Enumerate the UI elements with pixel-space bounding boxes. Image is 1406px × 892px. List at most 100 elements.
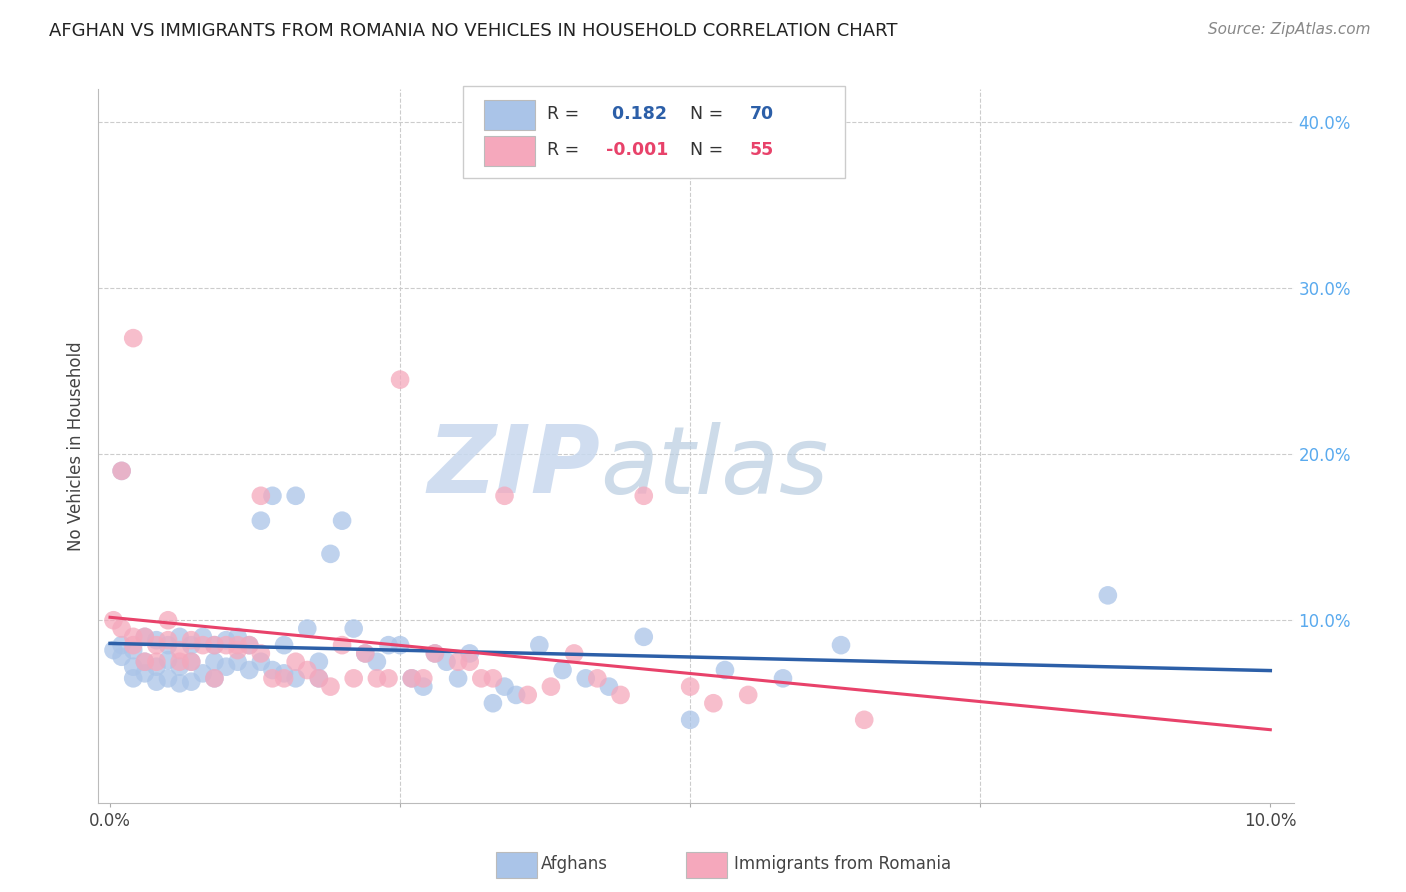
Point [330, 638, 353, 652]
Point [284, 489, 307, 503]
Point [377, 638, 399, 652]
Point [1097, 588, 1119, 602]
Point [180, 655, 202, 669]
Point [204, 671, 226, 685]
Point [423, 647, 446, 661]
Point [273, 638, 295, 652]
Point [204, 638, 226, 652]
Point [319, 680, 342, 694]
Text: N =: N = [690, 141, 728, 159]
Point [540, 680, 562, 694]
Point [679, 680, 702, 694]
Text: AFGHAN VS IMMIGRANTS FROM ROMANIA NO VEHICLES IN HOUSEHOLD CORRELATION CHART: AFGHAN VS IMMIGRANTS FROM ROMANIA NO VEH… [49, 22, 897, 40]
Point [262, 489, 284, 503]
Point [204, 655, 226, 669]
Point [134, 630, 156, 644]
Point [122, 638, 145, 652]
Point [308, 671, 330, 685]
Point [226, 643, 249, 657]
Point [343, 622, 366, 636]
Point [111, 638, 134, 652]
Point [157, 671, 180, 685]
Point [551, 663, 574, 677]
Point [273, 666, 295, 681]
Point [262, 663, 284, 677]
Point [157, 613, 180, 627]
Point [354, 647, 377, 661]
Point [215, 633, 238, 648]
Point [702, 696, 724, 710]
Point [830, 638, 852, 652]
Point [191, 630, 214, 644]
Point [226, 638, 249, 652]
Point [389, 638, 412, 652]
Point [134, 630, 156, 644]
Point [354, 647, 377, 661]
Point [575, 671, 598, 685]
Point [505, 688, 527, 702]
Point [169, 643, 191, 657]
Point [297, 622, 319, 636]
Point [297, 663, 319, 677]
Point [330, 514, 353, 528]
Point [458, 647, 481, 661]
Point [609, 688, 631, 702]
Point [134, 655, 156, 669]
Y-axis label: No Vehicles in Household: No Vehicles in Household [66, 341, 84, 551]
Point [122, 331, 145, 345]
Point [180, 633, 202, 648]
Point [482, 696, 505, 710]
Point [366, 655, 388, 669]
Point [122, 671, 145, 685]
Point [412, 680, 434, 694]
Point [238, 638, 260, 652]
Point [319, 547, 342, 561]
Point [447, 655, 470, 669]
Point [122, 630, 145, 644]
Point [562, 647, 585, 661]
Point [389, 373, 412, 387]
Point [215, 638, 238, 652]
Point [145, 633, 167, 648]
Point [169, 676, 191, 690]
Point [226, 630, 249, 644]
Point [772, 671, 794, 685]
Point [447, 671, 470, 685]
Point [191, 638, 214, 652]
Point [284, 655, 307, 669]
Point [204, 671, 226, 685]
Point [494, 680, 516, 694]
Point [111, 464, 134, 478]
Text: ZIP: ZIP [427, 421, 600, 514]
Point [284, 671, 307, 685]
Point [436, 655, 458, 669]
Point [145, 655, 167, 669]
Point [366, 671, 388, 685]
Point [598, 680, 620, 694]
Point [111, 464, 134, 478]
Point [145, 674, 167, 689]
Point [714, 663, 737, 677]
Point [204, 638, 226, 652]
Point [238, 663, 260, 677]
Point [308, 655, 330, 669]
Point [226, 655, 249, 669]
Point [633, 489, 655, 503]
FancyBboxPatch shape [485, 136, 534, 166]
Point [111, 649, 134, 664]
Point [122, 643, 145, 657]
Point [401, 671, 423, 685]
Point [423, 647, 446, 661]
Point [191, 666, 214, 681]
Point [377, 671, 399, 685]
Point [250, 655, 273, 669]
Point [250, 489, 273, 503]
Point [470, 671, 492, 685]
Point [412, 671, 434, 685]
Point [103, 643, 125, 657]
Point [103, 613, 125, 627]
Point [343, 671, 366, 685]
Text: 70: 70 [749, 105, 773, 123]
Text: 0.182: 0.182 [606, 105, 668, 123]
Point [679, 713, 702, 727]
